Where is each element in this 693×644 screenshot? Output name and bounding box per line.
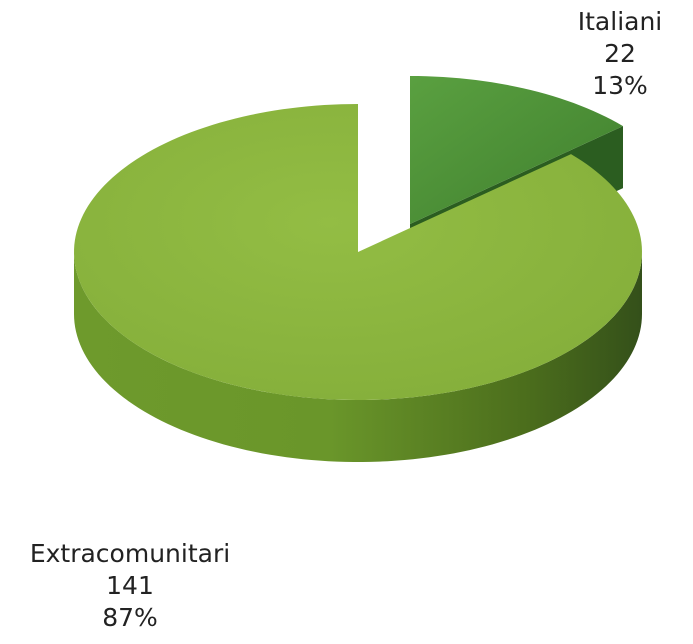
italiani-value: 22 [604, 39, 636, 68]
italiani-name: Italiani [577, 7, 663, 36]
extracomunitari-percent: 87% [102, 603, 158, 632]
italiani-label: Italiani 22 13% [550, 6, 690, 102]
extracomunitari-value: 141 [106, 571, 154, 600]
slice-italiani [410, 76, 623, 224]
pie-top-layer [74, 76, 642, 400]
slice-side-extracomunitari [74, 252, 642, 462]
extracomunitari-label: Extracomunitari 141 87% [10, 538, 250, 634]
slice-extracomunitari [74, 104, 642, 400]
extracomunitari-name: Extracomunitari [29, 539, 231, 568]
italiani-percent: 13% [592, 71, 648, 100]
